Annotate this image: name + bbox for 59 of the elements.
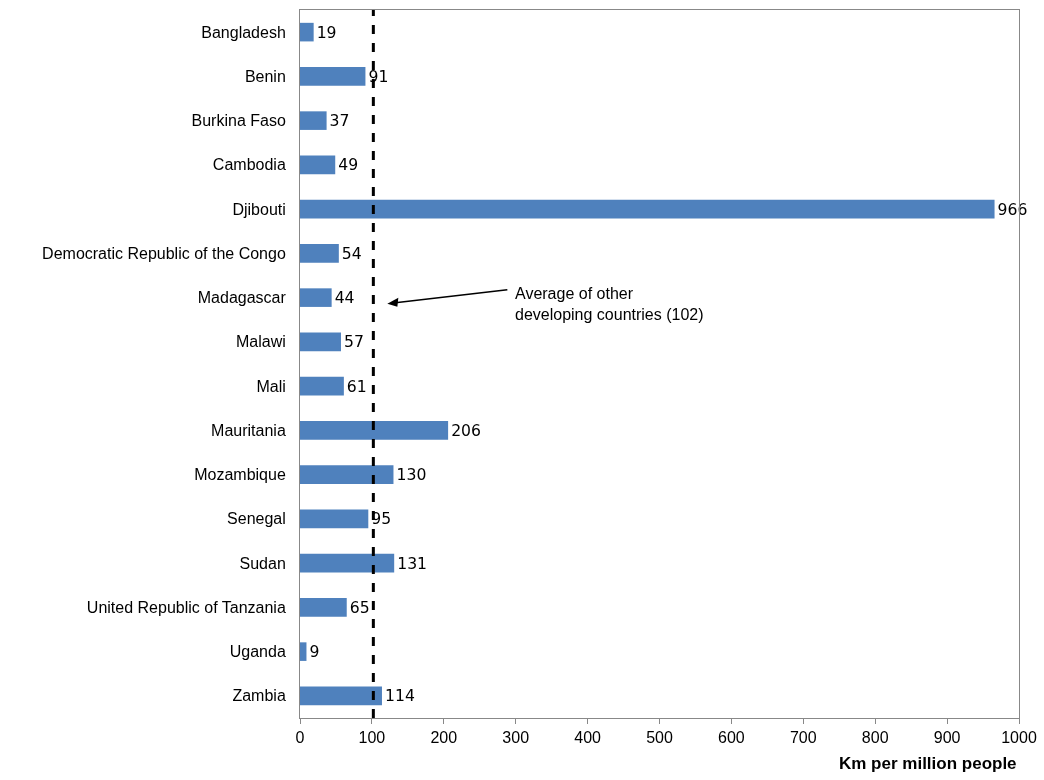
data-label: 49 bbox=[338, 155, 359, 175]
x-tick-label: 600 bbox=[718, 729, 745, 747]
x-tick-label: 700 bbox=[789, 729, 817, 747]
x-tick-label: 500 bbox=[646, 729, 673, 747]
y-tick-label: Djibouti bbox=[232, 200, 286, 218]
bar bbox=[300, 509, 369, 529]
y-tick-label: United Republic of Tanzania bbox=[86, 598, 286, 616]
bar bbox=[300, 376, 344, 396]
y-tick-label: Burkina Faso bbox=[191, 112, 286, 130]
data-label: 44 bbox=[334, 288, 355, 308]
y-tick-label: Madagascar bbox=[197, 289, 287, 307]
x-tick-label: 100 bbox=[358, 729, 386, 747]
x-tick-label: 1000 bbox=[1001, 729, 1037, 747]
data-label: 130 bbox=[396, 465, 427, 485]
y-tick-label: Bangladesh bbox=[201, 23, 286, 41]
bar bbox=[300, 244, 339, 263]
bar bbox=[300, 421, 449, 440]
y-tick-label: Zambia bbox=[232, 687, 286, 705]
bar bbox=[300, 465, 394, 484]
x-tick-label: 200 bbox=[430, 729, 458, 747]
bar bbox=[300, 686, 382, 706]
data-label: 54 bbox=[341, 243, 362, 263]
bar bbox=[300, 598, 347, 617]
x-axis-title: Km per million people bbox=[839, 754, 1017, 773]
x-tick-label: 0 bbox=[295, 729, 305, 747]
y-tick-label: Mauritania bbox=[211, 421, 286, 439]
x-tick-label: 800 bbox=[861, 729, 889, 747]
y-tick-label: Benin bbox=[244, 67, 286, 85]
x-tick-label: 900 bbox=[933, 729, 961, 747]
y-tick-label: Mali bbox=[256, 377, 286, 395]
y-tick-label: Cambodia bbox=[212, 156, 286, 174]
data-label: 65 bbox=[349, 597, 370, 617]
bar bbox=[300, 553, 395, 573]
data-label: 131 bbox=[397, 553, 428, 573]
bar bbox=[300, 642, 307, 661]
x-tick-label: 400 bbox=[574, 729, 602, 747]
y-tick-label: Uganda bbox=[229, 643, 286, 661]
bar bbox=[300, 155, 336, 175]
ref-line-label: Average of other developing countries (102) bbox=[515, 285, 704, 323]
data-label: 206 bbox=[451, 420, 481, 440]
y-tick-label: Mozambique bbox=[194, 466, 286, 484]
bar bbox=[300, 288, 332, 307]
y-tick-label: Democratic Republic of the Congo bbox=[42, 244, 286, 262]
bar bbox=[300, 111, 327, 130]
data-label: 9 bbox=[309, 642, 320, 662]
bar bbox=[300, 22, 314, 42]
data-label: 91 bbox=[368, 66, 389, 86]
y-tick-label: Senegal bbox=[227, 510, 286, 528]
bar bbox=[300, 67, 366, 86]
data-label: 114 bbox=[384, 686, 415, 706]
x-tick-label: 300 bbox=[502, 729, 530, 747]
bar bbox=[300, 332, 341, 352]
bar bbox=[300, 199, 995, 219]
y-tick-label: Malawi bbox=[236, 333, 286, 351]
data-label: 37 bbox=[329, 111, 350, 131]
data-label: 57 bbox=[343, 332, 364, 352]
data-label: 19 bbox=[316, 22, 337, 42]
y-tick-label: Sudan bbox=[239, 554, 286, 572]
data-label: 61 bbox=[346, 376, 367, 396]
